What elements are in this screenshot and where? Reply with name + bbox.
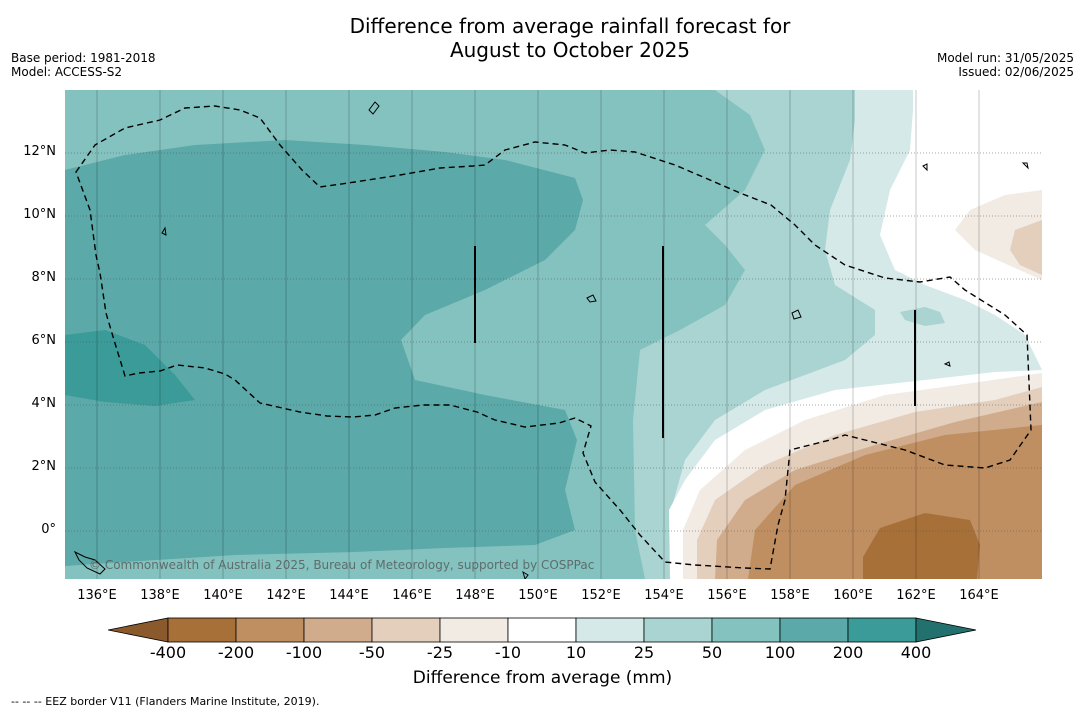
island-png bbox=[73, 550, 106, 575]
lon-label: 160°E bbox=[833, 588, 873, 603]
contour-w100-west bbox=[65, 140, 583, 566]
lat-label: 12°N bbox=[23, 144, 56, 159]
colorbar-segment bbox=[303, 617, 373, 643]
colorbar-tick-label: -100 bbox=[285, 643, 323, 662]
title-line-1: Difference from average rainfall forecas… bbox=[349, 14, 791, 38]
island-west bbox=[161, 226, 167, 236]
colorbar-segment bbox=[643, 617, 713, 643]
lon-label: 146°E bbox=[392, 588, 432, 603]
colorbar-tick-label: -200 bbox=[217, 643, 255, 662]
title-line-2: August to October 2025 bbox=[449, 38, 691, 62]
lon-label: 150°E bbox=[518, 588, 558, 603]
lon-label: 158°E bbox=[770, 588, 810, 603]
contour-d400-south bbox=[863, 513, 980, 579]
colorbar-segment bbox=[235, 617, 305, 643]
lat-label: 10°N bbox=[23, 207, 56, 222]
island-ne bbox=[922, 163, 928, 172]
lon-label: 162°E bbox=[896, 588, 936, 603]
colorbar-tick-label: 400 bbox=[900, 643, 932, 662]
colorbar-arrow-left bbox=[108, 617, 169, 643]
lat-label: 0° bbox=[41, 522, 56, 537]
model-run: Model run: 31/05/2025 bbox=[936, 51, 1074, 65]
lon-label: 136°E bbox=[77, 588, 117, 603]
lon-label: 140°E bbox=[203, 588, 243, 603]
meta-right: Model run: 31/05/2025 Issued: 02/06/2025 bbox=[937, 51, 1074, 79]
lon-label: 154°E bbox=[644, 588, 684, 603]
colorbar-tick-label: -50 bbox=[358, 643, 386, 662]
island-outlines bbox=[73, 101, 1029, 579]
colorbar bbox=[108, 617, 977, 643]
base-period: Base period: 1981-2018 bbox=[11, 51, 156, 65]
map-title: Difference from average rainfall forecas… bbox=[0, 14, 1085, 62]
colorbar-segment bbox=[575, 617, 645, 643]
colorbar-segment bbox=[371, 617, 441, 643]
colorbar-arrow-right bbox=[915, 617, 977, 643]
lon-label: 148°E bbox=[455, 588, 495, 603]
model-name: Model: ACCESS-S2 bbox=[11, 65, 123, 79]
contour-w25-islet bbox=[900, 307, 945, 326]
colorbar-segment bbox=[439, 617, 509, 643]
colorbar-tick-label: 200 bbox=[832, 643, 864, 662]
meta-left: Base period: 1981-2018 Model: ACCESS-S2 bbox=[11, 51, 156, 79]
colorbar-tick-label: -10 bbox=[494, 643, 522, 662]
lon-label: 164°E bbox=[959, 588, 999, 603]
colorbar-tick-label: 10 bbox=[565, 643, 587, 662]
eez-border bbox=[75, 105, 1032, 570]
contour-d50-northeast bbox=[1010, 220, 1042, 275]
lon-label: 156°E bbox=[707, 588, 747, 603]
island-north bbox=[368, 101, 380, 115]
lat-label: 8°N bbox=[31, 270, 57, 285]
lat-label: 2°N bbox=[31, 459, 57, 474]
colorbar-segment bbox=[847, 617, 917, 643]
colorbar-segment bbox=[507, 617, 577, 643]
issued-date: Issued: 02/06/2025 bbox=[958, 65, 1074, 79]
island-chuuk bbox=[586, 294, 597, 303]
colorbar-tick-label: -400 bbox=[149, 643, 187, 662]
colorbar-segment bbox=[167, 617, 237, 643]
colorbar-segment bbox=[711, 617, 781, 643]
rainfall-map bbox=[65, 90, 1042, 579]
eez-footnote: -- -- -- EEZ border V11 (Flanders Marine… bbox=[11, 695, 320, 708]
colorbar-tick-label: 100 bbox=[764, 643, 796, 662]
contour-w200-west bbox=[65, 330, 195, 406]
colorbar-tick-label: 25 bbox=[633, 643, 655, 662]
lon-label: 152°E bbox=[581, 588, 621, 603]
colorbar-tick-label: 50 bbox=[701, 643, 723, 662]
colorbar-tick-label: -25 bbox=[426, 643, 454, 662]
island-ne2 bbox=[1021, 162, 1029, 170]
island-kosrae bbox=[943, 361, 951, 367]
map-gridlines bbox=[65, 90, 1042, 579]
island-pohnpei bbox=[791, 309, 802, 320]
copyright-text: © Commonwealth of Australia 2025, Bureau… bbox=[89, 558, 595, 572]
lon-label: 144°E bbox=[329, 588, 369, 603]
island-south bbox=[522, 570, 529, 579]
lon-label: 142°E bbox=[266, 588, 306, 603]
lat-label: 4°N bbox=[31, 396, 57, 411]
colorbar-label: Difference from average (mm) bbox=[412, 668, 673, 688]
lon-label: 138°E bbox=[140, 588, 180, 603]
colorbar-segment bbox=[779, 617, 849, 643]
lat-label: 6°N bbox=[31, 333, 57, 348]
